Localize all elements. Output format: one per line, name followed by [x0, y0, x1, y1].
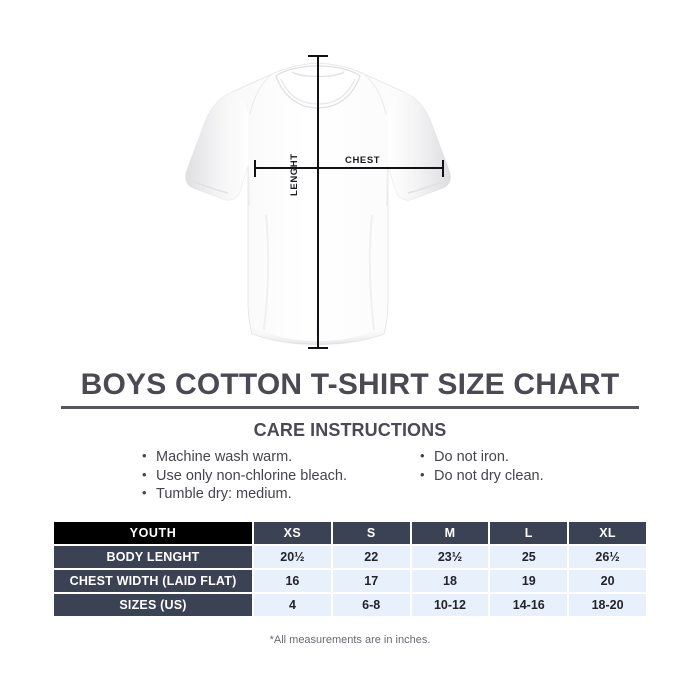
table-row-label: CHEST WIDTH (LAID FLAT) — [54, 570, 253, 592]
care-instructions-column-right: Do not iron. Do not dry clean. — [420, 447, 544, 486]
care-instruction-item: Machine wash warm. — [142, 447, 347, 467]
length-measure-cap-top — [308, 55, 328, 57]
table-cell: 17 — [332, 570, 410, 592]
tshirt-illustration — [185, 62, 451, 345]
table-cell: 19 — [490, 570, 568, 592]
care-instruction-item: Do not iron. — [420, 447, 544, 467]
size-chart-table: YOUTH XS S M L XL BODY LENGHT 20½ 22 23½… — [52, 520, 648, 618]
care-instruction-item: Do not dry clean. — [420, 466, 544, 486]
care-instructions-column-left: Machine wash warm. Use only non-chlorine… — [142, 447, 347, 504]
table-cell: 26½ — [569, 546, 646, 568]
table-cell: 4 — [254, 594, 331, 616]
table-row: SIZES (US) 4 6-8 10-12 14-16 18-20 — [54, 594, 646, 616]
page-title: BOYS COTTON T-SHIRT SIZE CHART — [80, 368, 620, 401]
chest-measure-cap-left — [254, 160, 256, 177]
chest-measure-cap-right — [442, 160, 444, 177]
tshirt-diagram: LENGHT CHEST — [185, 55, 451, 349]
table-row: BODY LENGHT 20½ 22 23½ 25 26½ — [54, 546, 646, 568]
table-cell: 16 — [254, 570, 331, 592]
table-cell: 10-12 — [411, 594, 489, 616]
title-divider — [61, 406, 639, 409]
table-header-cell: XS — [254, 522, 331, 544]
table-cell: 20 — [569, 570, 646, 592]
care-instructions-list-right: Do not iron. Do not dry clean. — [420, 447, 544, 486]
care-instructions-block: Machine wash warm. Use only non-chlorine… — [0, 447, 700, 508]
table-header-cell: XL — [569, 522, 646, 544]
table-row-label: BODY LENGHT — [54, 546, 253, 568]
table-cell: 18 — [411, 570, 489, 592]
table-cell: 14-16 — [490, 594, 568, 616]
chest-measure-label: CHEST — [345, 155, 381, 166]
chest-measure-line — [254, 167, 444, 169]
table-cell: 22 — [332, 546, 410, 568]
length-measure-label: LENGHT — [289, 153, 300, 196]
length-measure-line — [317, 56, 319, 349]
table-row: CHEST WIDTH (LAID FLAT) 16 17 18 19 20 — [54, 570, 646, 592]
table-header-cell: L — [490, 522, 568, 544]
table-cell: 20½ — [254, 546, 331, 568]
measurements-footnote: *All measurements are in inches. — [269, 634, 431, 646]
table-cell: 23½ — [411, 546, 489, 568]
table-cell: 18-20 — [569, 594, 646, 616]
table-row-label: SIZES (US) — [54, 594, 253, 616]
table-cell: 6-8 — [332, 594, 410, 616]
length-measure-cap-bottom — [308, 347, 328, 349]
care-instructions-list-left: Machine wash warm. Use only non-chlorine… — [142, 447, 347, 504]
care-instruction-item: Tumble dry: medium. — [142, 484, 347, 504]
table-header-cell: M — [411, 522, 489, 544]
table-corner-label: YOUTH — [54, 522, 253, 544]
table-header-row: YOUTH XS S M L XL — [54, 522, 646, 544]
care-instructions-heading: CARE INSTRUCTIONS — [253, 420, 447, 440]
table-cell: 25 — [490, 546, 568, 568]
table-header-cell: S — [332, 522, 410, 544]
title-block: BOYS COTTON T-SHIRT SIZE CHART — [0, 368, 700, 409]
care-instruction-item: Use only non-chlorine bleach. — [142, 466, 347, 486]
